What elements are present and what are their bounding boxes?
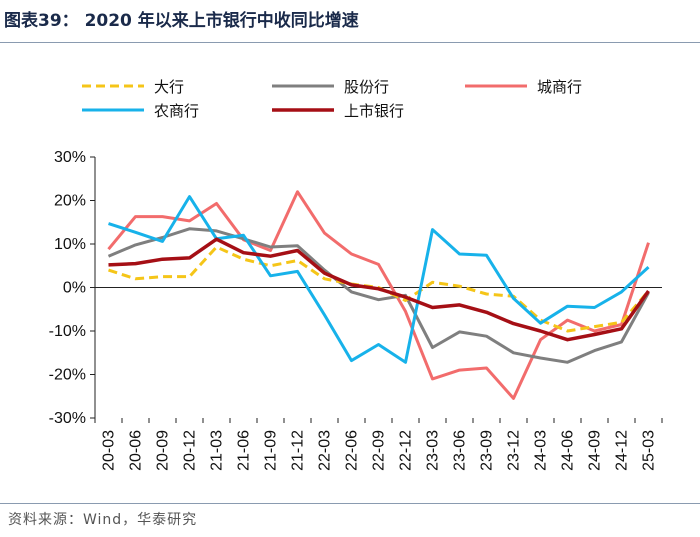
x-tick-label: 25-03: [641, 430, 658, 471]
x-tick-label: 22-06: [344, 430, 361, 471]
x-tick-label: 20-12: [182, 430, 199, 471]
y-tick-label: -20%: [49, 367, 86, 384]
y-tick-label: 0%: [63, 280, 86, 297]
x-tick-label: 21-09: [263, 430, 280, 471]
source-note: 资料来源：Wind，华泰研究: [8, 512, 198, 528]
x-tick-label: 24-12: [614, 430, 631, 471]
x-tick-label: 20-03: [101, 430, 118, 471]
x-tick-label: 23-06: [452, 430, 469, 471]
x-tick-label: 24-09: [587, 430, 604, 471]
x-tick-label: 22-12: [398, 430, 415, 471]
footer-divider: [0, 503, 700, 504]
axes: 30% 20% 10% 0% -10% -20% -30% 20-03 20-06 20-09 20…: [49, 149, 663, 471]
x-tick-label: 21-06: [236, 430, 253, 471]
legend-label-5: 上市银行: [344, 102, 404, 120]
legend-label-2: 股份行: [344, 78, 389, 96]
series-line-4: [108, 195, 650, 364]
title-divider: [0, 42, 700, 43]
legend-label-1: 大行: [154, 78, 184, 96]
x-tick-label: 22-09: [371, 430, 388, 471]
x-tick-label: 22-03: [317, 430, 334, 471]
y-tick-label: 10%: [54, 236, 86, 253]
y-tick-label: 30%: [54, 149, 86, 166]
x-tick-label: 20-09: [155, 430, 172, 471]
y-tick-label: -30%: [49, 410, 86, 427]
series-line-5: [108, 237, 650, 342]
figure-title: 图表39： 2020 年以来上市银行中收同比增速: [4, 11, 359, 31]
y-tick-label: -10%: [49, 323, 86, 340]
y-tick-label: 20%: [54, 193, 86, 210]
x-tick-label: 23-03: [425, 430, 442, 471]
series-line-2: [107, 227, 650, 364]
x-tick-label: 23-09: [479, 430, 496, 471]
x-tick-label: 23-12: [506, 430, 523, 471]
plot-lines: [107, 190, 650, 400]
series-line-3: [107, 190, 650, 400]
legend-label-4: 农商行: [154, 102, 199, 120]
x-tick-label: 20-06: [128, 430, 145, 471]
legend-label-3: 城商行: [537, 78, 582, 96]
x-tick-label: 24-06: [560, 430, 577, 471]
x-tick-label: 24-03: [533, 430, 550, 471]
x-tick-label: 21-12: [290, 430, 307, 471]
x-tick-label: 21-03: [209, 430, 226, 471]
